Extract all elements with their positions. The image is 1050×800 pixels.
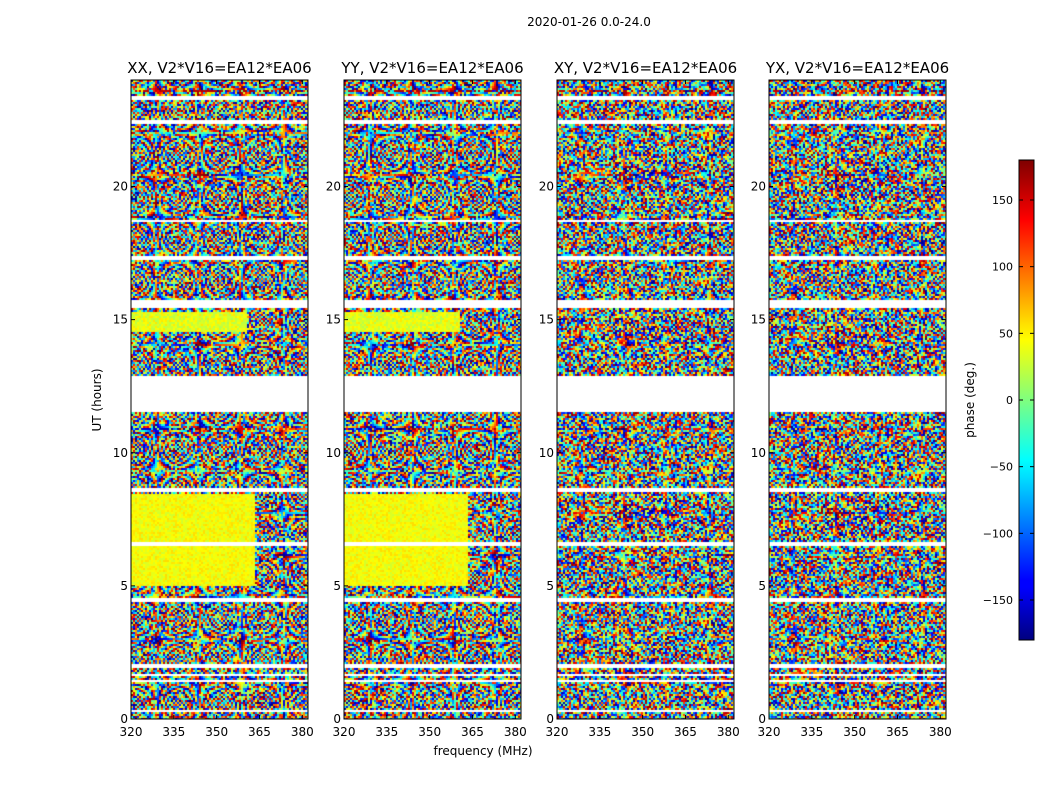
y-tick-label: 15 <box>113 313 128 327</box>
y-tick-label: 15 <box>751 313 766 327</box>
x-tick-label: 320 <box>333 725 356 739</box>
y-tick-label: 20 <box>326 180 341 194</box>
panel-frame <box>768 79 947 720</box>
colorbar-tick-label: 50 <box>999 327 1013 340</box>
x-tick-label: 335 <box>800 725 823 739</box>
x-tick-label: 365 <box>248 725 271 739</box>
colorbar-label: phase (deg.) <box>963 362 977 438</box>
panel-frame <box>130 79 309 720</box>
x-tick-label: 350 <box>843 725 866 739</box>
colorbar-tick-label: 0 <box>1006 394 1013 407</box>
y-tick-label: 0 <box>546 712 554 726</box>
y-tick-label: 20 <box>751 180 766 194</box>
x-axis-label: frequency (MHz) <box>433 744 532 758</box>
panels-group: XX, V2*V16=EA12*EA06 320 335 350 365 380 0 5 10 1… <box>113 59 952 739</box>
colorbar-tick-label: −100 <box>983 527 1013 540</box>
x-tick-label: 380 <box>929 725 952 739</box>
x-tick-label: 380 <box>717 725 740 739</box>
panel-frame <box>343 79 522 720</box>
y-tick-label: 5 <box>758 579 766 593</box>
panel-frame <box>556 79 735 720</box>
y-tick-label: 5 <box>120 579 128 593</box>
x-tick-label: 320 <box>120 725 143 739</box>
panel-title: XX, V2*V16=EA12*EA06 <box>127 59 311 77</box>
x-tick-label: 335 <box>375 725 398 739</box>
x-tick-label: 380 <box>504 725 527 739</box>
panel-yy: YY, V2*V16=EA12*EA06 320 335 350 365 380 0 5 10 1… <box>326 59 527 739</box>
colorbar-ticks: −150 −100 −50 0 50 100 150 <box>983 194 1034 607</box>
y-tick-label: 20 <box>539 180 554 194</box>
colorbar-tick-label: −50 <box>990 461 1013 474</box>
y-tick-label: 0 <box>120 712 128 726</box>
phase-image <box>344 80 521 719</box>
panel-yx: YX, V2*V16=EA12*EA06 320 335 350 365 380 0 5 10 1… <box>751 59 952 739</box>
phase-image <box>769 80 946 719</box>
y-tick-label: 10 <box>751 446 766 460</box>
x-tick-label: 335 <box>162 725 185 739</box>
panel-title: XY, V2*V16=EA12*EA06 <box>554 59 737 77</box>
y-tick-label: 0 <box>333 712 341 726</box>
y-tick-label: 15 <box>326 313 341 327</box>
y-axis-label: UT (hours) <box>90 368 104 431</box>
panel-xy: XY, V2*V16=EA12*EA06 320 335 350 365 380 0 5 10 1… <box>539 59 740 739</box>
y-tick-label: 5 <box>333 579 341 593</box>
x-tick-label: 320 <box>546 725 569 739</box>
y-tick-label: 15 <box>539 313 554 327</box>
phase-image <box>131 80 308 719</box>
x-tick-label: 365 <box>674 725 697 739</box>
colorbar-tick-label: 150 <box>992 194 1013 207</box>
y-tick-label: 10 <box>326 446 341 460</box>
x-tick-label: 365 <box>461 725 484 739</box>
panel-title: YX, V2*V16=EA12*EA06 <box>765 59 949 77</box>
phase-image <box>557 80 734 719</box>
colorbar-tick-label: −150 <box>983 594 1013 607</box>
x-tick-label: 350 <box>205 725 228 739</box>
panel-title: YY, V2*V16=EA12*EA06 <box>340 59 523 77</box>
x-tick-label: 380 <box>291 725 314 739</box>
x-tick-label: 365 <box>886 725 909 739</box>
panel-xx: XX, V2*V16=EA12*EA06 320 335 350 365 380 0 5 10 1… <box>113 59 314 739</box>
y-tick-label: 0 <box>758 712 766 726</box>
y-tick-label: 10 <box>539 446 554 460</box>
y-tick-label: 5 <box>546 579 554 593</box>
colorbar-tick-label: 100 <box>992 261 1013 274</box>
colorbar: −150 −100 −50 0 50 100 150 phase (deg.) <box>963 159 1035 641</box>
x-tick-label: 350 <box>418 725 441 739</box>
x-tick-label: 320 <box>758 725 781 739</box>
y-tick-label: 10 <box>113 446 128 460</box>
y-tick-label: 20 <box>113 180 128 194</box>
figure-title: 2020-01-26 0.0-24.0 <box>527 15 651 29</box>
x-tick-label: 350 <box>631 725 654 739</box>
x-tick-label: 335 <box>588 725 611 739</box>
